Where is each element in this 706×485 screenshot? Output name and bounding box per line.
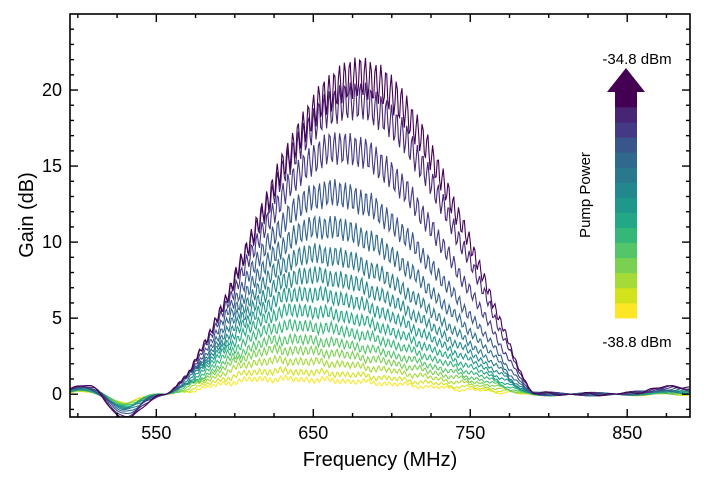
x-tick-label: 650 bbox=[298, 423, 328, 443]
y-tick-label: 10 bbox=[42, 232, 62, 252]
colorbar-segment bbox=[615, 227, 637, 244]
colorbar-segment bbox=[615, 272, 637, 289]
colorbar-segment bbox=[615, 122, 637, 138]
colorbar-segment bbox=[615, 92, 637, 108]
colorbar-segment bbox=[615, 152, 637, 168]
x-tick-label: 550 bbox=[141, 423, 171, 443]
series-line-p9 bbox=[69, 266, 690, 410]
colorbar-segment bbox=[615, 302, 637, 319]
colorbar-segment bbox=[615, 167, 637, 183]
x-axis-label: Frequency (MHz) bbox=[303, 449, 457, 471]
series-line-p1 bbox=[69, 374, 690, 404]
colorbar-title: Pump Power bbox=[577, 152, 594, 238]
colorbar-segment bbox=[615, 197, 637, 213]
colorbar-segment bbox=[615, 182, 637, 198]
series-line-p7 bbox=[69, 302, 690, 408]
colorbar-segment bbox=[615, 242, 637, 259]
colorbar-segment bbox=[615, 212, 637, 228]
colorbar-arrow-icon bbox=[607, 68, 645, 92]
series-line-p11 bbox=[69, 214, 690, 412]
y-axis-label: Gain (dB) bbox=[16, 172, 38, 258]
y-tick-label: 5 bbox=[52, 308, 62, 328]
series-line-p13 bbox=[69, 132, 690, 418]
trace-group bbox=[69, 57, 690, 418]
y-tick-label: 20 bbox=[42, 80, 62, 100]
colorbar-segment bbox=[615, 137, 637, 153]
colorbar-segment bbox=[615, 257, 637, 274]
x-tick-label: 850 bbox=[612, 423, 642, 443]
y-tick-label: 15 bbox=[42, 156, 62, 176]
tick-group: 550 650 750 850 0 5 10 15 20 bbox=[42, 14, 690, 443]
series-line-p12 bbox=[70, 179, 690, 415]
colorbar bbox=[607, 68, 645, 319]
colorbar-min-label: -38.8 dBm bbox=[602, 334, 671, 351]
series-line-p8 bbox=[69, 284, 690, 409]
series-line-p2 bbox=[69, 366, 690, 404]
plot-frame bbox=[69, 13, 691, 418]
x-tick-label: 750 bbox=[455, 423, 485, 443]
series-line-p10 bbox=[69, 243, 690, 411]
colorbar-max-label: -34.8 dBm bbox=[602, 51, 671, 68]
colorbar-segment bbox=[615, 107, 637, 123]
colorbar-segment bbox=[615, 287, 637, 304]
series-line-p15 bbox=[69, 57, 690, 418]
y-tick-label: 0 bbox=[52, 384, 62, 404]
series-line-p3 bbox=[69, 354, 690, 405]
